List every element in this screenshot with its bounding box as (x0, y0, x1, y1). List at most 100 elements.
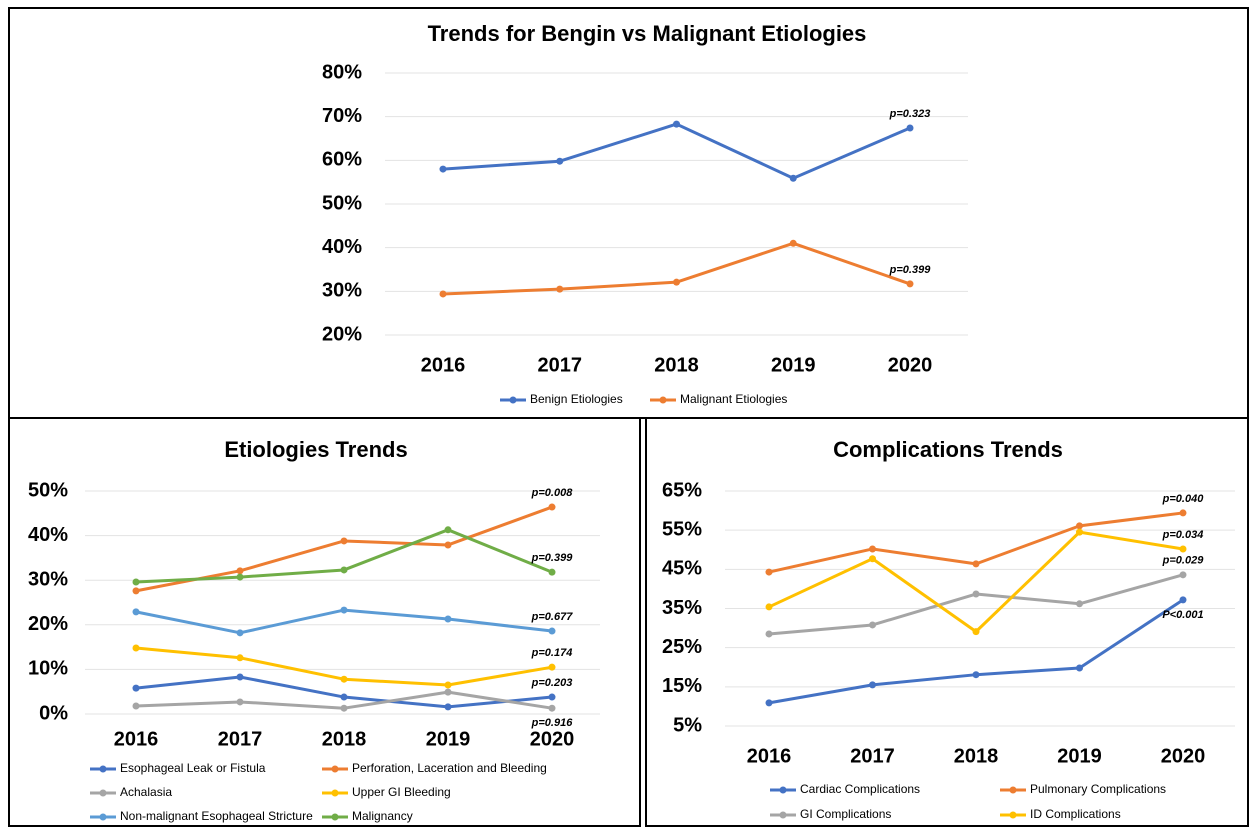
data-point (765, 699, 773, 707)
data-point (869, 555, 876, 563)
x-tick-label: 2019 (1057, 745, 1102, 767)
data-point (765, 603, 773, 611)
annotation: p=0.323 (889, 108, 931, 120)
data-point (1179, 571, 1187, 579)
legend-marker (1009, 786, 1017, 794)
annotation: p=0.399 (531, 552, 574, 564)
data-point (673, 120, 680, 128)
annotation: p=0.916 (531, 717, 574, 729)
data-point (548, 568, 556, 576)
y-tick-label: 30% (322, 280, 362, 302)
y-tick-label: 15% (662, 675, 702, 697)
series-line (768, 573, 1184, 636)
data-point (340, 537, 348, 545)
x-tick-label: 2017 (850, 745, 895, 767)
legend-marker (659, 396, 667, 404)
x-tick-label: 2016 (421, 354, 466, 376)
data-point (1076, 600, 1083, 608)
y-tick-label: 25% (662, 636, 702, 658)
annotation: p=0.203 (531, 677, 573, 689)
annotation: p=0.008 (531, 487, 574, 499)
legend-marker (779, 786, 787, 794)
annotation: p=0.174 (531, 647, 573, 659)
legend-label: Non-malignant Esophageal Stricture (120, 809, 313, 823)
data-point (906, 280, 914, 288)
data-point (236, 654, 244, 662)
legend-label: Perforation, Laceration and Bleeding (352, 761, 547, 775)
data-point (340, 606, 348, 614)
data-point (340, 566, 348, 574)
data-point (1076, 664, 1083, 672)
x-tick-label: 2020 (1161, 745, 1206, 767)
data-point (444, 703, 452, 711)
legend-marker (99, 765, 107, 773)
data-point (444, 526, 452, 534)
data-point (444, 681, 452, 689)
annotation: p=0.677 (531, 611, 574, 623)
data-point (340, 704, 348, 712)
legend-label: Malignancy (352, 809, 413, 823)
data-point (556, 285, 564, 293)
legend-marker (779, 811, 787, 819)
data-point (1179, 545, 1187, 553)
legend-label: Esophageal Leak or Fistula (120, 761, 266, 775)
y-tick-label: 30% (28, 568, 68, 590)
data-point (444, 541, 452, 549)
data-point (548, 503, 556, 511)
chart-title: Etiologies Trends (224, 437, 407, 462)
legend-label: Upper GI Bleeding (352, 785, 451, 799)
x-tick-label: 2017 (538, 354, 583, 376)
data-point (132, 684, 140, 692)
y-tick-label: 60% (322, 149, 362, 171)
panel-border (8, 417, 641, 827)
data-point (132, 702, 140, 710)
data-point (236, 567, 244, 575)
legend-label: ID Complications (1030, 807, 1121, 821)
data-point (869, 545, 876, 553)
data-point (444, 615, 452, 623)
legend-marker (1009, 811, 1017, 819)
series-line (768, 530, 1184, 634)
data-point (673, 278, 680, 286)
legend-label: Pulmonary Complications (1030, 782, 1166, 796)
annotation: p=0.040 (1162, 493, 1205, 505)
data-point (236, 629, 244, 637)
data-point (439, 290, 447, 298)
x-tick-label: 2018 (954, 745, 999, 767)
data-point (444, 688, 452, 696)
y-tick-label: 70% (322, 105, 362, 127)
y-tick-label: 80% (322, 61, 362, 83)
legend-label: Achalasia (120, 785, 172, 799)
series-line (442, 241, 911, 296)
legend-marker (331, 789, 339, 797)
data-point (972, 590, 980, 598)
data-point (1179, 509, 1187, 517)
annotation: P<0.001 (1162, 609, 1203, 621)
y-tick-label: 20% (28, 613, 68, 635)
data-point (906, 124, 914, 132)
annotation: p=0.399 (889, 264, 932, 276)
y-tick-label: 10% (28, 658, 68, 680)
data-point (548, 627, 556, 635)
y-tick-label: 20% (322, 323, 362, 345)
x-tick-label: 2016 (114, 728, 159, 750)
y-tick-label: 40% (28, 524, 68, 546)
data-point (548, 693, 556, 701)
x-tick-label: 2016 (747, 745, 792, 767)
y-tick-label: 35% (662, 597, 702, 619)
data-point (765, 630, 773, 638)
series-line (768, 598, 1184, 705)
legend-label: GI Complications (800, 807, 891, 821)
x-tick-label: 2018 (322, 728, 367, 750)
data-point (132, 587, 140, 595)
x-tick-label: 2020 (530, 728, 575, 750)
annotation: p=0.029 (1162, 555, 1205, 567)
chart-title: Trends for Bengin vs Malignant Etiologie… (428, 21, 867, 46)
data-point (789, 174, 797, 182)
annotation: p=0.034 (1162, 529, 1204, 541)
data-point (789, 239, 797, 247)
legend-marker (99, 789, 107, 797)
data-point (340, 675, 348, 683)
x-tick-label: 2017 (218, 728, 263, 750)
data-point (1076, 528, 1083, 536)
